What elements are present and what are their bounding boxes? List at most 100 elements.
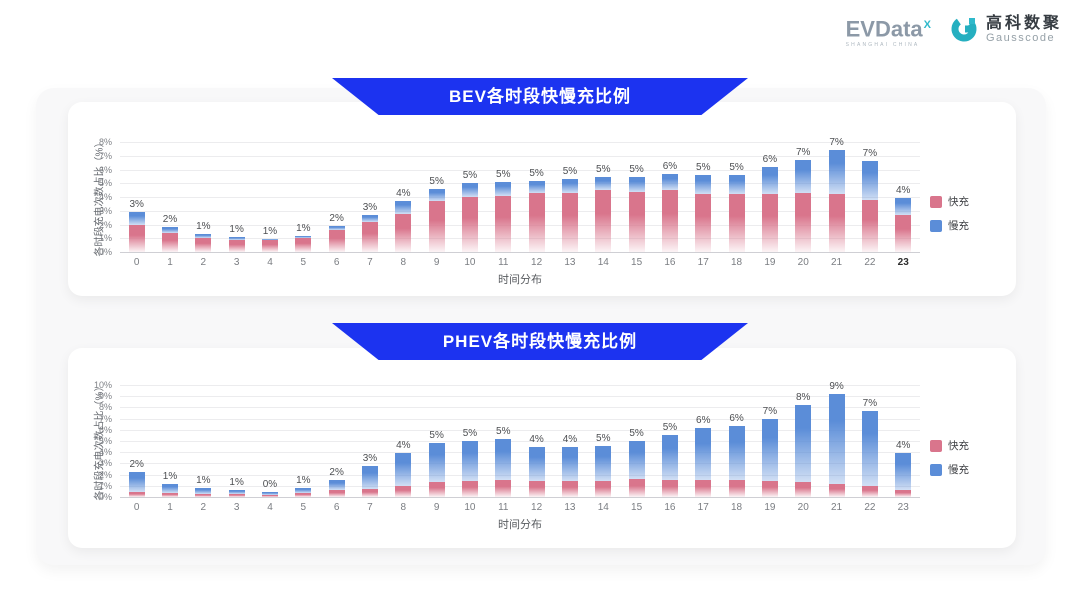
slow-charge-segment — [895, 198, 912, 215]
legend-swatch — [930, 439, 942, 452]
y-tick-label: 7% — [98, 150, 112, 161]
plot-area — [120, 385, 920, 498]
bar-slot: 7% 22 — [853, 142, 886, 268]
x-tick-label: 12 — [531, 257, 543, 268]
gausscode-text: 高科数聚 Gausscode — [986, 15, 1062, 44]
stacked-bar — [128, 472, 145, 497]
stacked-bar — [128, 212, 145, 252]
bar-slot: 6% 19 — [753, 142, 786, 268]
bar-value-label: 2% — [129, 459, 144, 471]
x-tick-label: 20 — [797, 502, 809, 513]
bar-slot: 1% 5 — [287, 142, 320, 268]
slow-charge-segment — [761, 418, 778, 482]
bar-slot: 5% 14 — [587, 142, 620, 268]
bar-slot: 6% 16 — [653, 142, 686, 268]
x-tick-label: 17 — [697, 257, 709, 268]
legend-item-快充[interactable]: 快充 — [930, 438, 969, 453]
phev-title-banner: PHEV各时段快慢充比例 — [332, 323, 748, 360]
fast-charge-segment — [428, 482, 445, 497]
fast-charge-segment — [628, 191, 645, 252]
bar-slot: 5% 9 — [420, 142, 453, 268]
y-tick-label: 8% — [98, 402, 112, 413]
bar-slot: 6% 18 — [720, 385, 753, 513]
bar-value-label: 3% — [362, 201, 378, 213]
x-tick-label: 19 — [764, 502, 776, 513]
x-tick-label: 5 — [300, 257, 307, 268]
x-tick-label: 7 — [367, 257, 373, 268]
fast-charge-segment — [561, 481, 578, 497]
fast-charge-segment — [161, 232, 178, 252]
gridline — [120, 396, 920, 398]
gausscode-cn-label: 高科数聚 — [985, 14, 1062, 32]
x-tick-label: 13 — [564, 257, 576, 268]
x-tick-label: 7 — [367, 502, 373, 513]
stacked-bar — [195, 488, 212, 497]
fast-charge-segment — [228, 494, 245, 497]
bar-slots: 3% 0 2% 1 1% 2 1% 3 1% 4 1% 5 2% 6 3% 7 4% 8 5% 9 5% 10 5% 11 5%… — [120, 137, 920, 268]
legend-item-快充[interactable]: 快充 — [930, 194, 969, 209]
bar-slot: 5% 10 — [453, 142, 486, 268]
bar-value-label: 1% — [262, 225, 278, 237]
slow-charge-segment — [528, 180, 545, 193]
x-tick-label: 4 — [267, 502, 273, 513]
bar-slot: 5% 11 — [487, 142, 520, 268]
slow-charge-segment — [561, 179, 578, 193]
y-tick-label: 0% — [98, 247, 112, 257]
bar-value-label: 4% — [396, 440, 411, 452]
legend-label: 慢充 — [948, 464, 969, 476]
bar-value-label: 7% — [796, 146, 811, 158]
stacked-bar — [561, 446, 578, 497]
legend-swatch — [930, 219, 942, 232]
bar-value-label: 5% — [596, 164, 611, 176]
fast-charge-segment — [295, 493, 312, 497]
fast-charge-segment — [161, 492, 178, 497]
stacked-bar — [661, 435, 678, 497]
gridline — [120, 210, 920, 212]
slow-charge-segment — [595, 445, 612, 482]
x-tick-label: 20 — [797, 257, 809, 268]
slow-charge-segment — [461, 441, 478, 482]
gridline — [120, 418, 920, 420]
legend-label: 快充 — [948, 440, 969, 452]
y-tick-label: 4% — [98, 192, 112, 202]
fast-charge-segment — [228, 239, 245, 252]
x-tick-label: 2 — [200, 502, 207, 513]
fast-charge-segment — [661, 190, 678, 252]
slow-charge-segment — [895, 453, 912, 491]
stacked-bar — [395, 201, 412, 252]
x-axis-title: 时间分布 — [498, 519, 542, 531]
x-tick-label: 22 — [864, 502, 876, 513]
bar-slot: 2% 0 — [120, 385, 153, 513]
gausscode-logo: 高科数聚 Gausscode — [949, 14, 1062, 44]
x-tick-label: 8 — [400, 502, 407, 513]
x-tick-label: 23 — [897, 257, 909, 268]
bar-slot: 2% 6 — [320, 385, 353, 513]
legend-item-慢充[interactable]: 慢充 — [930, 218, 969, 233]
stacked-bar — [595, 177, 612, 252]
stacked-bar — [528, 180, 545, 252]
stacked-bar — [828, 393, 845, 497]
slow-charge-segment — [395, 201, 412, 214]
bar-slot: 5% 10 — [453, 385, 486, 513]
fast-charge-segment — [595, 190, 612, 252]
x-tick-label: 22 — [864, 257, 876, 268]
bar-slot: 3% 7 — [353, 142, 386, 268]
stacked-bar — [228, 236, 245, 252]
fast-charge-segment — [795, 482, 812, 497]
slow-charge-segment — [228, 490, 245, 495]
stacked-bar — [795, 159, 812, 252]
bar-slot: 9% 21 — [820, 381, 853, 513]
slow-charge-segment — [461, 183, 478, 197]
fast-charge-segment — [528, 481, 545, 497]
slow-charge-segment — [395, 453, 412, 486]
stacked-bar — [761, 418, 778, 497]
slow-charge-segment — [595, 177, 612, 191]
bar-value-label: 4% — [895, 440, 911, 452]
fast-charge-segment — [428, 201, 445, 252]
y-tick-label: 5% — [98, 436, 112, 446]
stacked-bar — [328, 225, 345, 252]
legend-item-慢充[interactable]: 慢充 — [930, 462, 969, 477]
stacked-bar — [561, 179, 578, 252]
slow-charge-segment — [695, 427, 712, 481]
fast-charge-segment — [861, 485, 878, 497]
